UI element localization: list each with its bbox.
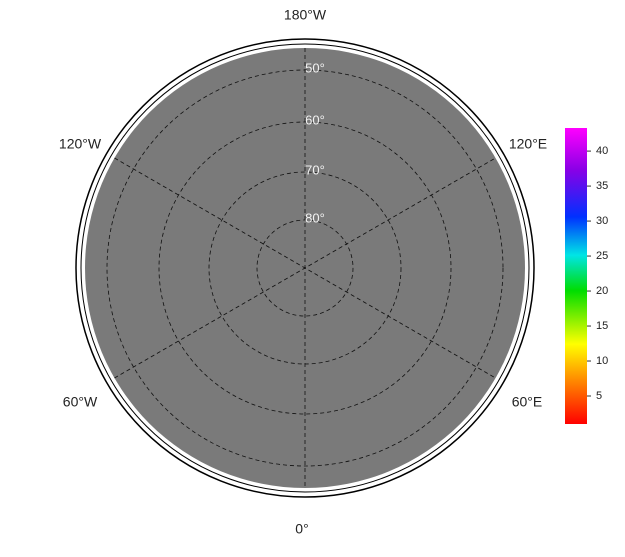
parallel-label: 60°	[305, 112, 325, 127]
meridian-label: 120°W	[59, 136, 102, 152]
map-frame-inner	[80, 43, 530, 493]
labels: 50° 60° 70° 80° 180°W 120°W 120°E 60°W 60°E 0°	[59, 7, 547, 537]
colorbar-tick-label: 40	[596, 145, 608, 157]
parallel	[256, 219, 354, 317]
colorbar-tick-label: 25	[596, 250, 608, 262]
parallel	[158, 121, 452, 415]
colorbar-ramp	[565, 128, 587, 424]
parallel-label: 70°	[305, 162, 325, 177]
parallel	[106, 69, 504, 467]
map-frame	[75, 38, 535, 498]
colorbar-tick-label: 30	[596, 215, 608, 227]
meridian-label: 60°W	[63, 394, 98, 410]
colorbar-tick-label: 5	[596, 390, 602, 402]
colorbar-tick-label: 10	[596, 355, 608, 367]
meridian	[114, 157, 496, 379]
meridian-label: 120°E	[509, 136, 547, 152]
meridian-label: 180°W	[284, 7, 327, 23]
parallel-label: 80°	[305, 210, 325, 225]
colorbar: 5 10 15 20 25 30 35 40	[565, 128, 608, 424]
parallel	[208, 171, 402, 365]
parallel-label: 50°	[305, 60, 325, 75]
meridian-label: 60°E	[512, 394, 543, 410]
graticule	[106, 48, 504, 488]
colorbar-tick-label: 15	[596, 320, 608, 332]
meridian-label: 0°	[295, 521, 308, 537]
colorbar-tick-label: 20	[596, 285, 608, 297]
colorbar-tick-label: 35	[596, 180, 608, 192]
